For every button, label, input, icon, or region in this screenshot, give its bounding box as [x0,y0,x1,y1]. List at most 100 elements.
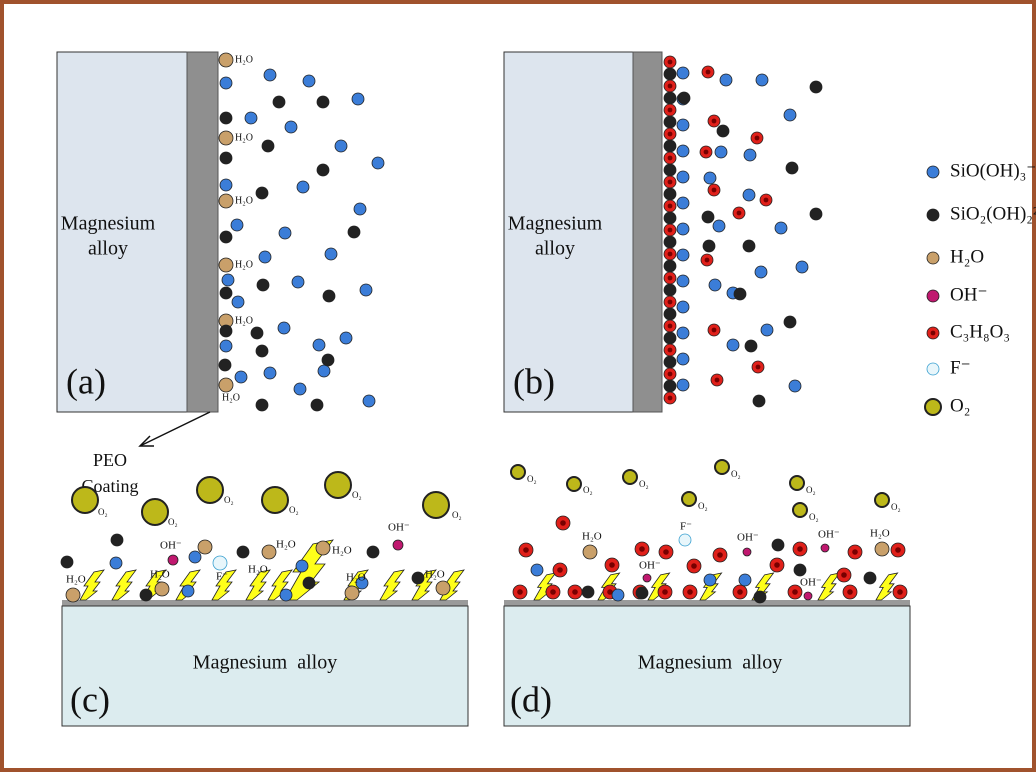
particle [237,546,249,558]
particle-core [691,563,697,569]
particle [363,395,375,407]
species-label: F⁻ [680,521,692,533]
particle [796,261,808,273]
particle [256,187,268,199]
particle [664,236,676,248]
species-label: OH⁻ [639,560,661,572]
particle [257,279,269,291]
particle-core [560,520,566,526]
particle-core [687,589,693,595]
particle [360,284,372,296]
legend-label: C₃H₈O₃ [950,321,1010,342]
particle [220,152,232,164]
particle-core [668,348,673,353]
substrate-label: alloy [88,238,128,260]
particle [340,332,352,344]
particle [677,379,689,391]
species-label: O₂ [731,469,741,479]
particle [231,219,243,231]
particle-core [517,589,523,595]
particle [220,287,232,299]
particle [311,399,323,411]
particle [739,574,751,586]
particle [677,353,689,365]
particle [717,125,729,137]
particle [511,465,525,479]
species-label: O₂ [891,502,901,512]
particle-core [668,132,673,137]
particle [345,586,359,600]
particle [664,284,676,296]
panel-label: (c) [70,679,110,719]
particle-core [712,188,717,193]
particle [743,548,751,556]
particle [292,276,304,288]
particle [727,339,739,351]
particle-core [668,228,673,233]
particle [220,231,232,243]
particle [713,220,725,232]
species-label: H₂O [235,259,253,270]
particle-core [668,300,673,305]
particle-core [663,549,669,555]
particle [251,327,263,339]
particle [720,74,732,86]
particle [110,557,122,569]
species-label: H₂O [66,574,86,586]
particle-core [668,108,673,113]
coating-b [633,52,662,412]
particle-core [557,567,563,573]
particle [262,487,288,513]
diagram: (a)Magnesiumalloy(b)Magnesiumalloy(c)Mag… [0,0,1036,772]
particle [219,359,231,371]
particle [280,589,292,601]
coating-d [504,600,910,606]
particle-core [756,365,761,370]
particle-core [774,562,780,568]
particle-core [668,156,673,161]
particle [582,586,594,598]
particle [317,96,329,108]
substrate-label: Magnesium [508,213,603,235]
particle [775,222,787,234]
particle [155,582,169,596]
particle [297,181,309,193]
species-label: H₂O [870,528,890,540]
particle-core [717,552,723,558]
particle [285,121,297,133]
particle [794,564,806,576]
particle [303,577,315,589]
particle-core [764,198,769,203]
particle [677,67,689,79]
particle [702,211,714,223]
particle [715,460,729,474]
particle [864,572,876,584]
particle [743,240,755,252]
particle [66,588,80,602]
particle-core [668,84,673,89]
particle [927,209,939,221]
particle [664,140,676,152]
particle [664,116,676,128]
particle [755,266,767,278]
particle [677,119,689,131]
particle [256,399,268,411]
coating-a [187,52,218,412]
particle [772,539,784,551]
particle [72,487,98,513]
particle [142,499,168,525]
particle [222,274,234,286]
particle-core [931,331,936,336]
particle [664,260,676,272]
particle-core [792,589,798,595]
species-label: O₂ [352,490,362,500]
particle [810,208,822,220]
particle [743,189,755,201]
particle-core [737,211,742,216]
species-label: OH⁻ [737,532,759,544]
particle [313,339,325,351]
coating-c [62,600,468,606]
particle [927,290,939,302]
particle [531,564,543,576]
particle-core [897,589,903,595]
